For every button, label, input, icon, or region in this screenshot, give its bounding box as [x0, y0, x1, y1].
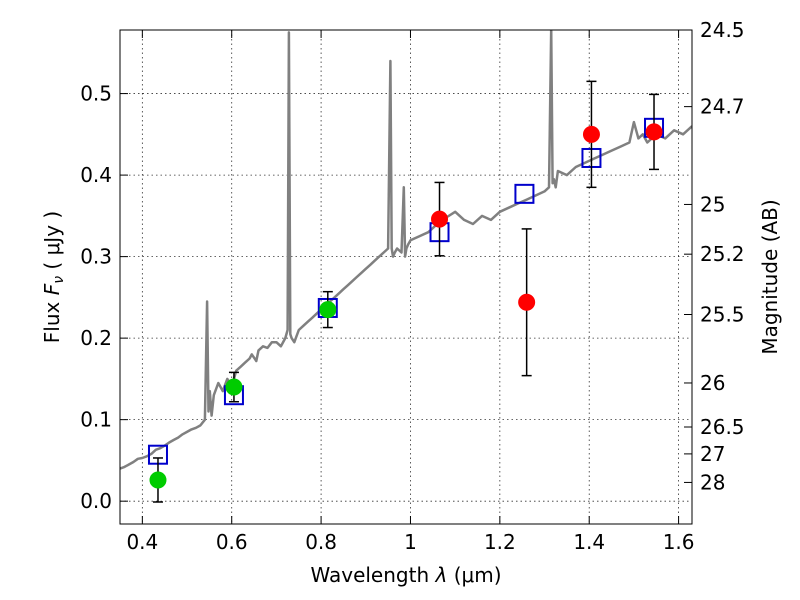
mag-tick-label: 25.2	[700, 242, 745, 266]
green-data-point	[149, 471, 167, 489]
y-tick-label: 0.3	[80, 245, 112, 269]
mag-tick-label: 25	[700, 192, 725, 216]
x-tick-label: 1	[404, 530, 417, 554]
mag-tick-label: 25.5	[700, 302, 745, 326]
y-tick-label: 0.2	[80, 326, 112, 350]
y-tick-label: 0.0	[80, 489, 112, 513]
mag-tick-label: 24.5	[700, 18, 745, 42]
red-data-point	[518, 293, 536, 311]
red-data-point	[431, 210, 449, 228]
green-data-point	[319, 301, 337, 319]
y-axis-label: Flux Fν ( μJy )	[40, 211, 67, 343]
x-tick-label: 0.6	[216, 530, 248, 554]
red-data-point	[645, 123, 663, 141]
x-tick-label: 1.4	[573, 530, 605, 554]
series-layer	[120, 30, 692, 503]
mag-tick-label: 27	[700, 442, 725, 466]
y2-axis-label: Magnitude (AB)	[758, 199, 782, 354]
green-data-point	[225, 378, 243, 396]
y-tick-label: 0.1	[80, 408, 112, 432]
y-tick-label: 0.5	[80, 82, 112, 106]
ticks-layer: 0.4 0.6 0.8 1 1.2 1.4 1.6 0.0 0.1 0.2 0.3 0.4 0.5 24.…	[80, 18, 744, 554]
x-axis-label: Wavelength λ (μm)	[310, 563, 501, 587]
x-tick-label: 0.4	[126, 530, 158, 554]
model-square-point	[514, 183, 535, 204]
mag-tick-label: 26.5	[700, 415, 745, 439]
x-tick-label: 1.2	[484, 530, 516, 554]
red-data-point	[582, 125, 600, 143]
mag-tick-label: 26	[700, 371, 725, 395]
mag-tick-label: 28	[700, 470, 725, 494]
x-tick-label: 0.8	[305, 530, 337, 554]
y-tick-label: 0.4	[80, 163, 112, 187]
x-tick-label: 1.6	[663, 530, 695, 554]
spectrum-line	[120, 30, 692, 470]
grid-layer	[120, 30, 692, 524]
plot-frame	[119, 29, 693, 525]
mag-tick-label: 24.7	[700, 95, 745, 119]
